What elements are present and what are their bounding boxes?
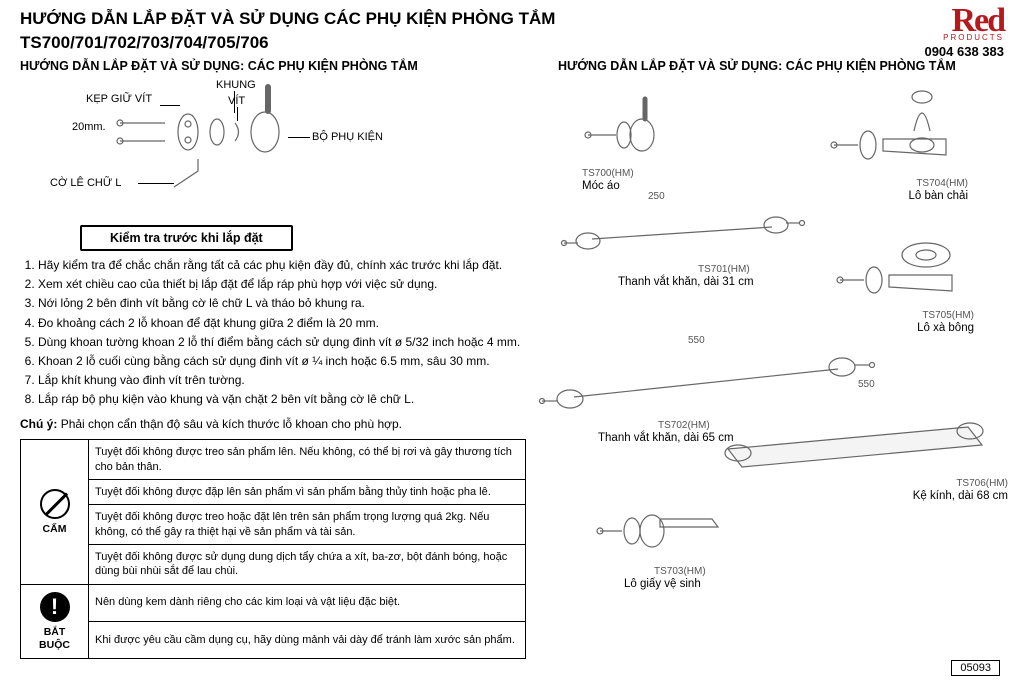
left-column: HƯỚNG DẪN LẮP ĐẶT VÀ SỬ DỤNG: CÁC PHỤ KI…: [20, 59, 530, 659]
product-ts705: TS705(HM) Lô xà bông: [834, 225, 974, 334]
product-label: Thanh vắt khăn, dài 31 cm: [618, 276, 808, 288]
product-code: TS704(HM): [828, 178, 968, 189]
left-subheader: HƯỚNG DẪN LẮP ĐẶT VÀ SỬ DỤNG: CÁC PHỤ KI…: [20, 59, 530, 73]
title-models: TS700/701/702/703/704/705/706: [20, 33, 1004, 53]
product-ts703: TS703(HM) Lô giấy vệ sinh: [594, 501, 724, 590]
title-line-1: HƯỚNG DẪN LẮP ĐẶT VÀ SỬ DỤNG CÁC PHỤ KIỆ…: [20, 8, 1004, 31]
footer-code: 05093: [951, 660, 1000, 676]
product-label: Kệ kính, dài 68 cm: [708, 490, 1008, 502]
product-label: Lô giấy vệ sinh: [624, 578, 724, 590]
product-code: TS701(HM): [698, 264, 808, 275]
mandatory-icon: !: [40, 592, 70, 622]
step-item: Lắp khít khung vào đinh vít trên tường.: [38, 372, 530, 388]
product-label: Lô bàn chải: [828, 190, 968, 202]
note-prefix: Chú ý:: [20, 417, 57, 431]
step-item: Xem xét chiều cao của thiết bị lắp đặt đ…: [38, 276, 530, 292]
product-label: Lô xà bông: [834, 322, 974, 334]
note: Chú ý: Phải chọn cẩn thận độ sâu và kích…: [20, 417, 530, 431]
product-ts704: TS704(HM) Lô bàn chải: [828, 83, 968, 202]
product-ts701: 250 TS701(HM) Thanh vắt khăn, dài 31 cm: [558, 209, 808, 288]
steps-list: Hãy kiểm tra để chắc chắn rằng tất cả cá…: [38, 257, 530, 408]
warning-row: Khi được yêu cầu cầm dụng cụ, hãy dùng m…: [89, 621, 526, 658]
mandatory-cell: ! BẮT BUỘC: [21, 584, 89, 658]
product-code: TS706(HM): [708, 478, 1008, 489]
prohibit-cell: CẤM: [21, 440, 89, 584]
brand-logo: Red PRODUCTS 0904 638 383: [924, 6, 1004, 59]
right-column: HƯỚNG DẪN LẮP ĐẶT VÀ SỬ DỤNG: CÁC PHỤ KI…: [558, 59, 1004, 659]
mandatory-label: BẮT BUỘC: [39, 626, 70, 652]
step-item: Khoan 2 lỗ cuối cùng bằng cách sử dụng đ…: [38, 353, 530, 369]
warning-row: Tuyệt đối không được treo sản phẩm lên. …: [89, 440, 526, 480]
measure-label: 250: [648, 191, 665, 202]
warning-row: Nên dùng kem dành riêng cho các kim loại…: [89, 584, 526, 621]
measure-label: 550: [858, 379, 875, 390]
product-code: TS700(HM): [582, 168, 672, 179]
prohibit-label: CẤM: [43, 523, 67, 535]
check-heading: Kiểm tra trước khi lắp đặt: [80, 225, 293, 251]
step-item: Nới lỏng 2 bên đinh vít bằng cờ lê chữ L…: [38, 295, 530, 311]
page-title: HƯỚNG DẪN LẮP ĐẶT VÀ SỬ DỤNG CÁC PHỤ KIỆ…: [20, 8, 1004, 53]
warning-row: Tuyệt đối không được treo hoặc đặt lên t…: [89, 505, 526, 545]
warning-row: Tuyệt đối không được sử dụng dung dịch t…: [89, 544, 526, 584]
product-code: TS705(HM): [834, 310, 974, 321]
product-ts700: TS700(HM) Móc áo: [582, 93, 672, 192]
step-item: Hãy kiểm tra để chắc chắn rằng tất cả cá…: [38, 257, 530, 273]
product-code: TS703(HM): [654, 566, 724, 577]
step-item: Đo khoảng cách 2 lỗ khoan để đặt khung g…: [38, 315, 530, 331]
warning-row: Tuyệt đối không được đặp lên sản phẩm vì…: [89, 480, 526, 505]
note-text: Phải chọn cẩn thận độ sâu và kích thước …: [61, 417, 402, 431]
step-item: Lắp ráp bộ phụ kiện vào khung và vặn chặ…: [38, 391, 530, 407]
product-ts706: 550 TS706(HM) Kệ kính, dài 68 cm: [708, 393, 1008, 502]
logo-phone: 0904 638 383: [924, 44, 1004, 59]
prohibit-icon: [40, 489, 70, 519]
warning-table: CẤM Tuyệt đối không được treo sản phẩm l…: [20, 439, 526, 658]
measure-label: 550: [688, 335, 705, 346]
step-item: Dùng khoan tường khoan 2 lỗ thí điểm bằn…: [38, 334, 530, 350]
exploded-diagram: 20mm. KẸP GIỮ VÍT KHUNG VÍT BỘ PHỤ KIỆN …: [20, 79, 530, 219]
logo-subtitle: PRODUCTS: [924, 33, 1004, 42]
right-subheader: HƯỚNG DẪN LẮP ĐẶT VÀ SỬ DỤNG: CÁC PHỤ KI…: [558, 59, 1004, 73]
